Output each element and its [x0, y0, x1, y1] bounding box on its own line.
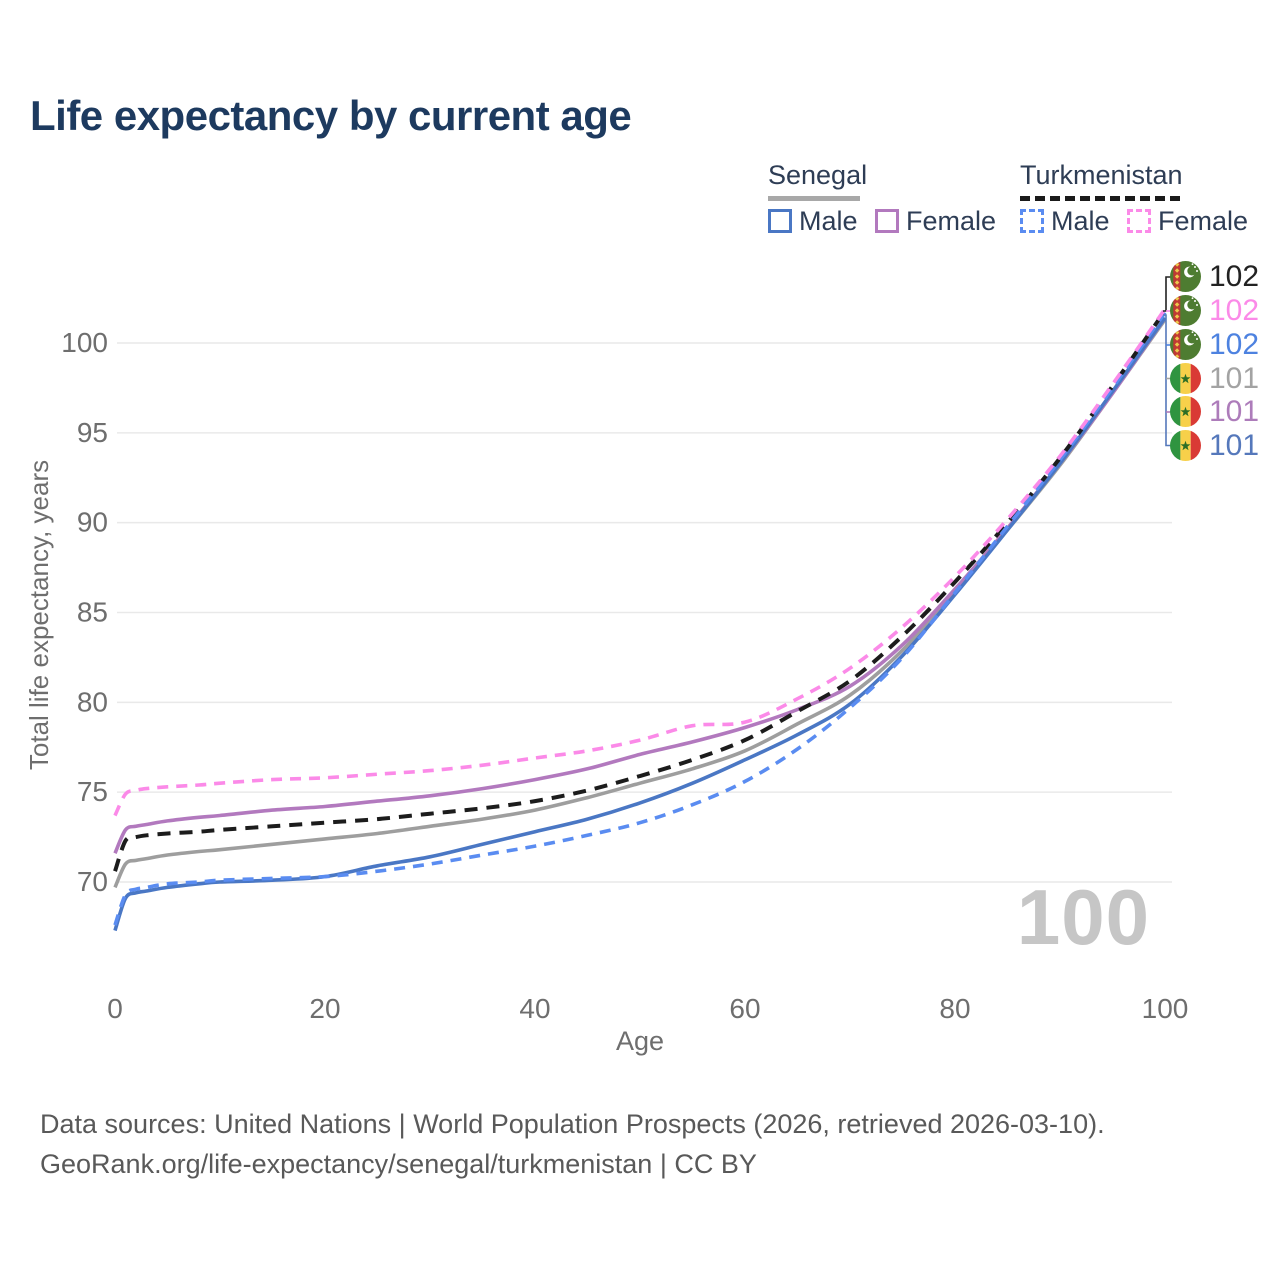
legend-swatch-turkmenistan-male-icon	[1020, 209, 1044, 233]
series-line-senegal-female[interactable]	[113, 316, 1167, 855]
x-tick-label: 60	[729, 993, 760, 1024]
turkmenistan-flag-icon	[1170, 261, 1201, 292]
end-label-row: 102	[1170, 329, 1259, 360]
legend-swatch-turkmenistan-female-icon	[1127, 209, 1151, 233]
legend-underline-senegal	[768, 196, 860, 201]
senegal-flag-icon	[1170, 396, 1201, 427]
y-tick-label: 100	[61, 327, 108, 358]
current-age-watermark: 100	[1016, 873, 1150, 961]
end-label-row: 101	[1170, 396, 1259, 427]
y-tick-label: 95	[77, 417, 108, 448]
x-tick-label: 20	[309, 993, 340, 1024]
series-line-turkmenistan-total[interactable]	[113, 309, 1167, 872]
y-tick-label: 70	[77, 866, 108, 897]
x-tick-label: 0	[107, 993, 123, 1024]
end-label-row: 101	[1170, 430, 1259, 461]
series-line-senegal-male[interactable]	[113, 316, 1167, 932]
x-axis-title: Age	[616, 1026, 664, 1056]
legend-item-senegal-male[interactable]: Male	[768, 206, 858, 236]
end-value: 102	[1209, 294, 1260, 327]
end-value: 102	[1209, 260, 1260, 293]
attribution-text: GeoRank.org/life-expectancy/senegal/turk…	[40, 1149, 757, 1179]
x-tick-label: 100	[1142, 993, 1189, 1024]
senegal-flag-icon	[1170, 363, 1201, 394]
leader-line-turkmenistan-total	[1163, 276, 1173, 312]
end-label-row: 102	[1170, 261, 1259, 292]
legend-item-turkmenistan-female[interactable]: Female	[1127, 206, 1248, 236]
legend-group-senegal[interactable]: Senegal	[768, 160, 868, 190]
legend-group-turkmenistan[interactable]: Turkmenistan	[1020, 160, 1183, 190]
turkmenistan-flag-icon	[1170, 329, 1201, 360]
y-tick-label: 80	[77, 686, 108, 717]
legend-item-turkmenistan-male[interactable]: Male	[1020, 206, 1110, 236]
x-tick-label: 80	[939, 993, 970, 1024]
end-value: 101	[1209, 395, 1260, 428]
series-line-turkmenistan-male[interactable]	[113, 311, 1167, 926]
page-title: Life expectancy by current age	[30, 92, 632, 139]
end-label-row: 102	[1170, 295, 1259, 326]
legend-label-turkmenistan-female: Female	[1158, 205, 1249, 236]
end-label-row: 101	[1170, 363, 1259, 394]
legend-item-senegal-female[interactable]: Female	[875, 206, 996, 236]
series-line-turkmenistan-female[interactable]	[113, 307, 1167, 817]
legend-swatch-senegal-female-icon	[875, 209, 899, 233]
leader-line-males	[1163, 314, 1173, 447]
legend-label-senegal-female: Female	[906, 205, 997, 236]
legend: Senegal Turkmenistan Male Female Male Fe…	[0, 160, 1280, 240]
end-value: 102	[1209, 328, 1260, 361]
legend-label-senegal-male: Male	[799, 205, 858, 236]
end-value: 101	[1209, 429, 1260, 462]
legend-underline-turkmenistan	[1020, 196, 1180, 201]
x-tick-label: 40	[519, 993, 550, 1024]
y-tick-label: 85	[77, 596, 108, 627]
senegal-flag-icon	[1170, 430, 1201, 461]
end-value: 101	[1209, 362, 1260, 395]
y-tick-label: 75	[77, 776, 108, 807]
y-tick-label: 90	[77, 507, 108, 538]
y-axis-title: Total life expectancy, years	[24, 460, 54, 770]
legend-swatch-senegal-male-icon	[768, 209, 792, 233]
data-sources-text: Data sources: United Nations | World Pop…	[40, 1109, 1105, 1139]
turkmenistan-flag-icon	[1170, 295, 1201, 326]
legend-label-turkmenistan-male: Male	[1051, 205, 1110, 236]
